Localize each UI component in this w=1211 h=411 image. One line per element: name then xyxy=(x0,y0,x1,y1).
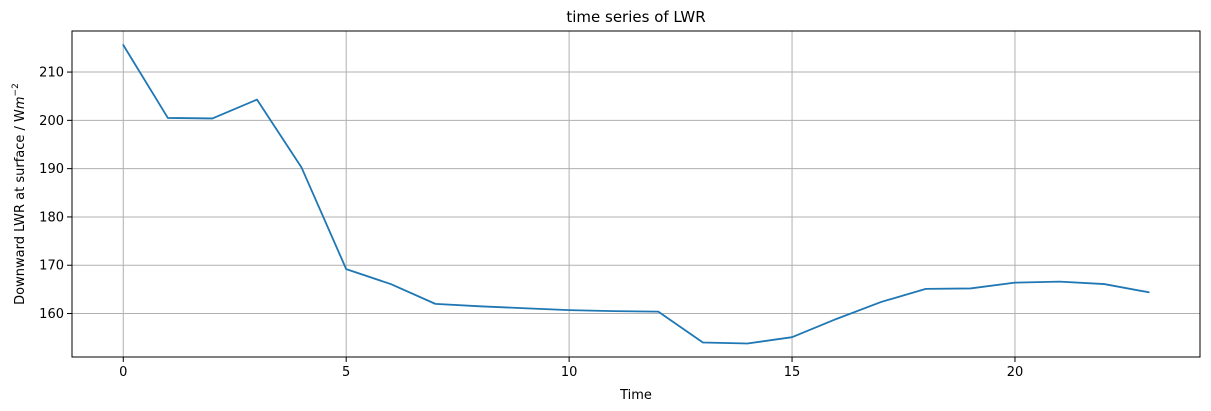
y-tick-label: 160 xyxy=(39,307,64,322)
series-layer xyxy=(122,44,1150,345)
x-tick-label: 10 xyxy=(561,365,578,380)
y-tick-label: 200 xyxy=(39,114,64,129)
x-axis-label: Time xyxy=(619,388,652,403)
y-axis-ticks: 160 170 180 190 200 210 xyxy=(39,66,72,322)
x-tick-label: 20 xyxy=(1007,365,1024,380)
grid-lines xyxy=(72,31,1200,357)
y-tick-label: 170 xyxy=(39,259,64,274)
y-tick-label: 210 xyxy=(39,66,64,81)
x-tick-label: 15 xyxy=(784,365,801,380)
y-axis-label-exponent: −2 xyxy=(11,83,21,96)
y-tick-label: 180 xyxy=(39,210,64,225)
y-axis-label-text: Downward LWR at surface / W xyxy=(13,109,28,305)
x-tick-label: 5 xyxy=(342,365,350,380)
y-axis-label-unit: m xyxy=(13,96,28,109)
series-line xyxy=(122,44,1150,345)
x-axis-ticks: 0 5 10 15 20 xyxy=(119,357,1023,380)
y-axis-label: Downward LWR at surface / Wm−2 xyxy=(11,83,28,305)
y-tick-label: 190 xyxy=(39,162,64,177)
chart-title: time series of LWR xyxy=(566,8,705,26)
x-tick-label: 0 xyxy=(119,365,127,380)
plot-frame xyxy=(71,30,1201,358)
